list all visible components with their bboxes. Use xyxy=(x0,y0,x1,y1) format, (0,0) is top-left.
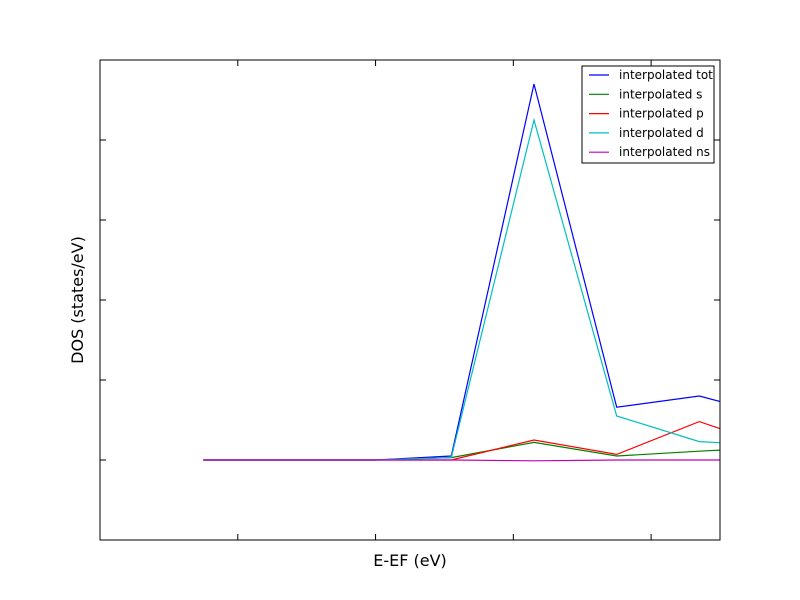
x-axis-label: E-EF (eV) xyxy=(373,551,447,570)
legend-label-interpolated-s: interpolated s xyxy=(619,87,702,101)
plot-frame xyxy=(99,59,721,541)
y-axis-label: DOS (states/eV) xyxy=(68,236,87,364)
series-line-interpolated-ns xyxy=(203,459,720,462)
legend-label-interpolated-ns: interpolated ns xyxy=(619,145,710,159)
series-lines xyxy=(203,83,720,462)
legend-label-interpolated-tot: interpolated tot xyxy=(619,68,713,82)
legend-label-interpolated-d: interpolated d xyxy=(619,126,704,140)
legend-label-interpolated-p: interpolated p xyxy=(619,107,704,121)
legend-box xyxy=(581,65,715,164)
tick-marks xyxy=(100,60,720,540)
legend: interpolated tot interpolated s interpolat… xyxy=(581,65,715,164)
